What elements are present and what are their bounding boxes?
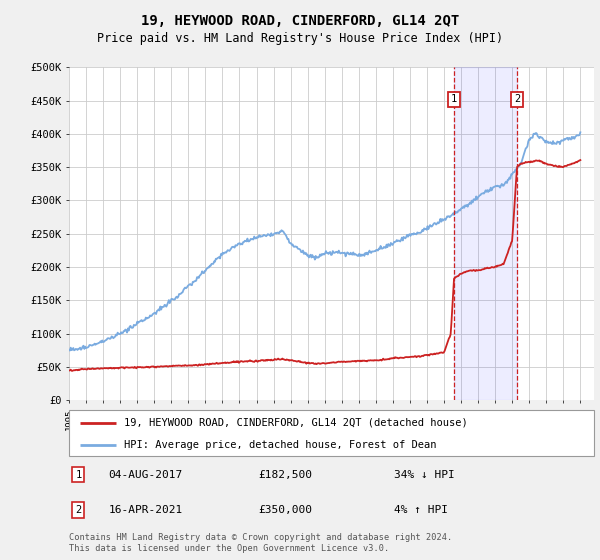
Text: 16-APR-2021: 16-APR-2021: [109, 505, 182, 515]
Text: 34% ↓ HPI: 34% ↓ HPI: [395, 469, 455, 479]
Text: 19, HEYWOOD ROAD, CINDERFORD, GL14 2QT: 19, HEYWOOD ROAD, CINDERFORD, GL14 2QT: [141, 14, 459, 28]
Text: 4% ↑ HPI: 4% ↑ HPI: [395, 505, 449, 515]
Text: £182,500: £182,500: [258, 469, 312, 479]
Text: Contains HM Land Registry data © Crown copyright and database right 2024.
This d: Contains HM Land Registry data © Crown c…: [69, 533, 452, 553]
Text: £350,000: £350,000: [258, 505, 312, 515]
Bar: [454, 67, 517, 400]
Text: 1: 1: [76, 469, 82, 479]
Text: 19, HEYWOOD ROAD, CINDERFORD, GL14 2QT (detached house): 19, HEYWOOD ROAD, CINDERFORD, GL14 2QT (…: [124, 418, 468, 428]
Text: 2: 2: [514, 94, 520, 104]
Text: HPI: Average price, detached house, Forest of Dean: HPI: Average price, detached house, Fore…: [124, 440, 437, 450]
Text: 2: 2: [76, 505, 82, 515]
FancyBboxPatch shape: [69, 410, 594, 456]
Text: 1: 1: [451, 94, 457, 104]
Text: 04-AUG-2017: 04-AUG-2017: [109, 469, 182, 479]
Text: Price paid vs. HM Land Registry's House Price Index (HPI): Price paid vs. HM Land Registry's House …: [97, 32, 503, 45]
